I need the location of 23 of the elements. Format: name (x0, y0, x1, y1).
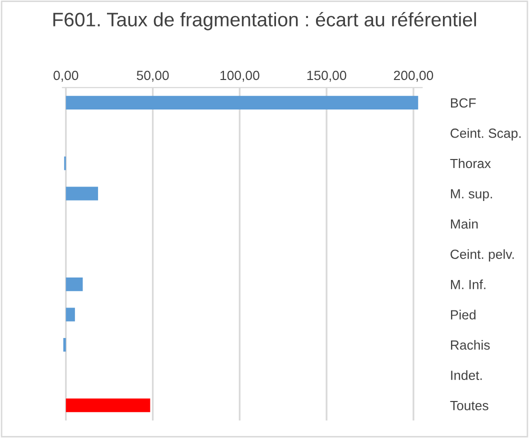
y-tick-label: Indet. (451, 370, 482, 380)
bar (63, 338, 66, 352)
y-tick-label: Pied (451, 310, 476, 320)
y-tick-label: BCF (451, 98, 476, 108)
x-tick-label: 0,00 (54, 70, 78, 82)
x-tick-label: 100,00 (220, 70, 260, 82)
y-tick-label: Ceint. Scap. (450, 128, 521, 141)
bar (66, 186, 98, 200)
y-tick-label: M. Inf. (451, 280, 486, 290)
chart-title: F601. Taux de fragmentation : écart au référentiel (53, 12, 476, 30)
y-tick-label: M. sup. (451, 189, 492, 202)
y-tick-label: Main (451, 218, 478, 229)
bar (66, 308, 75, 322)
y-tick-label: Thorax (450, 158, 491, 168)
y-tick-label: Ceint. pelv. (450, 249, 514, 262)
bar (66, 398, 150, 412)
x-tick-label: 150,00 (307, 70, 346, 82)
x-tick-label: 200,00 (394, 70, 434, 82)
y-tick-label: Toutes (450, 401, 488, 410)
y-tick-label: Rachis (451, 340, 490, 350)
bar (66, 277, 83, 292)
bar (66, 96, 418, 110)
x-tick-label: 50,00 (136, 70, 169, 82)
